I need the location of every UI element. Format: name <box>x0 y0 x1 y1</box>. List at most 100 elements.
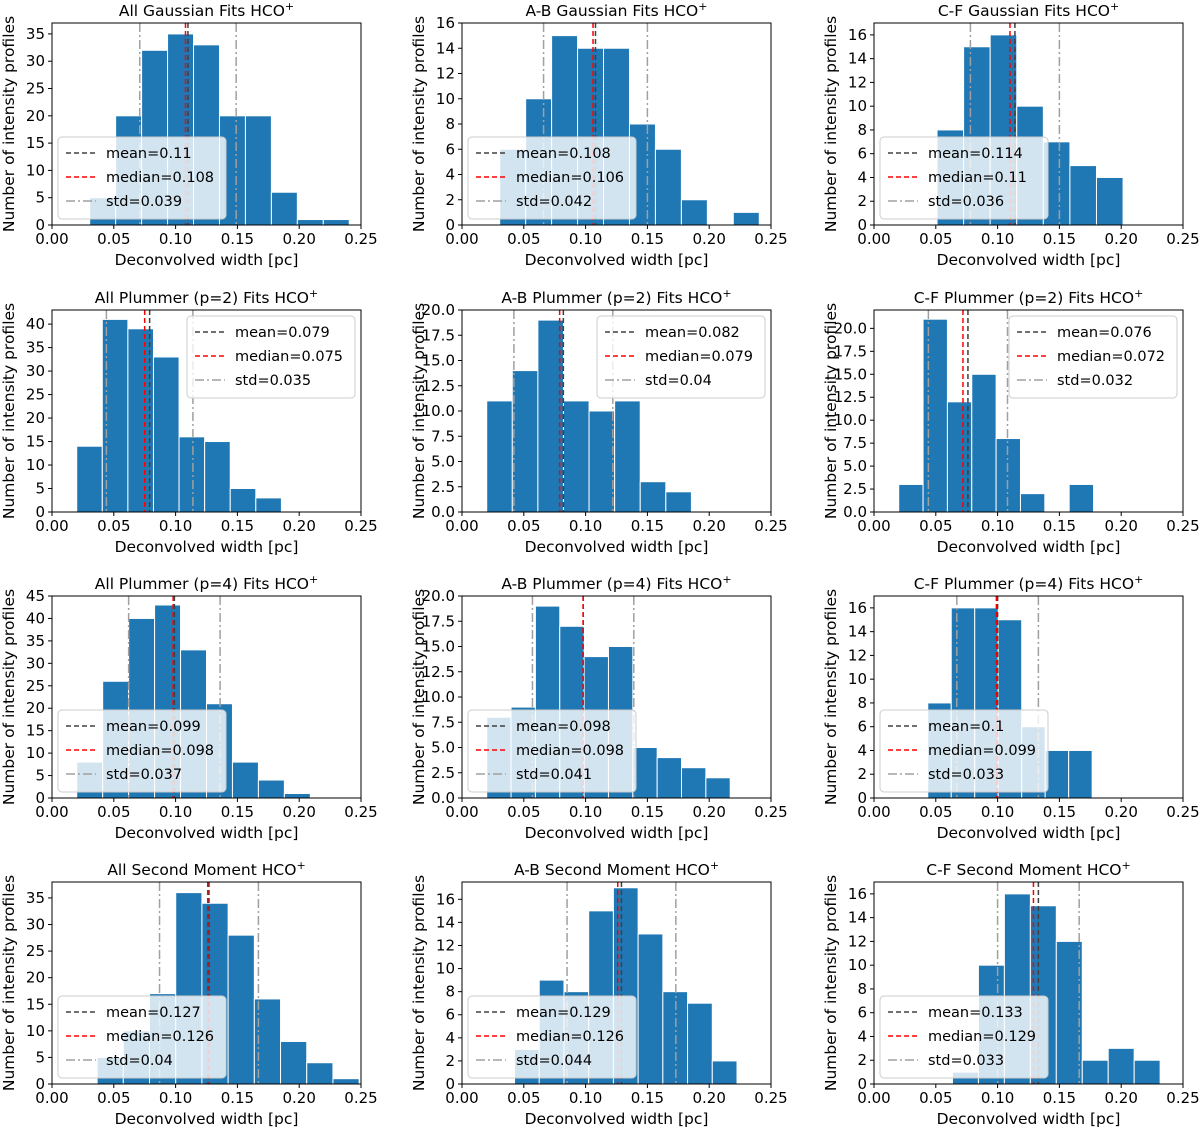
y-tick-label: 0 <box>857 1075 867 1093</box>
x-tick-label: 0.00 <box>445 517 478 535</box>
chart-panel: 0.00 0.05 0.10 0.15 0.20 0.25 0 5 10 15 20 25 30 35 40… <box>0 287 378 556</box>
y-tick-label: 0 <box>35 503 45 521</box>
histogram-bar <box>204 441 231 513</box>
x-tick-label: 0.10 <box>159 1089 192 1107</box>
legend-mean-label: mean=0.127 <box>106 1005 201 1021</box>
axes-frame <box>51 309 362 513</box>
legend-median-label: median=0.075 <box>235 349 343 365</box>
legend-std-label: std=0.044 <box>516 1053 592 1069</box>
y-tick-label: 14 <box>848 909 867 927</box>
y-tick-label: 5.0 <box>431 453 455 471</box>
legend: mean=0.082 median=0.079 std=0.04 <box>596 315 766 399</box>
legend-median-label: median=0.126 <box>516 1029 624 1045</box>
legend-std-label: std=0.039 <box>106 194 182 210</box>
y-tick-label: 5.0 <box>431 739 455 757</box>
legend-std-label: std=0.033 <box>928 1053 1004 1069</box>
histogram-bar <box>898 483 924 513</box>
x-tick-label: 0.15 <box>1043 517 1076 535</box>
y-tick-label: 15.0 <box>422 638 455 656</box>
y-tick-label: 35 <box>26 25 45 43</box>
histogram-bar <box>76 445 103 513</box>
legend-median-label: median=0.098 <box>106 743 214 759</box>
y-axis-label: Number of intensity profiles <box>822 303 840 519</box>
y-tick-label: 10.0 <box>834 411 867 429</box>
legend-std-label: std=0.036 <box>928 194 1004 210</box>
x-tick-label: 0.20 <box>282 803 315 821</box>
y-tick-label: 14 <box>436 39 455 57</box>
x-tick-label: 0.10 <box>159 517 192 535</box>
y-tick-label: 8 <box>857 980 867 998</box>
x-tick-label: 0.00 <box>445 230 478 248</box>
x-tick-label: 0.05 <box>507 517 540 535</box>
legend-mean-label: mean=0.129 <box>516 1005 611 1021</box>
histogram-bar <box>656 757 683 799</box>
x-tick-label: 0.25 <box>344 1089 377 1107</box>
y-tick-label: 20.0 <box>422 587 455 605</box>
y-tick-label: 12 <box>848 646 867 664</box>
y-tick-label: 4 <box>857 1027 867 1045</box>
x-tick-label: 0.05 <box>97 1089 130 1107</box>
chart-panel: 0.00 0.05 0.10 0.15 0.20 0.25 0 2 4 6 8 10 12 14 16 Dec… <box>410 0 788 269</box>
histogram-bar <box>971 373 997 513</box>
y-tick-label: 12 <box>436 936 455 954</box>
chart-title: All Gaussian Fits HCO+ <box>119 0 294 20</box>
legend-std-label: std=0.032 <box>1057 373 1133 389</box>
x-axis-label: Deconvolved width [pc] <box>525 824 709 842</box>
y-tick-label: 12.5 <box>422 377 455 395</box>
legend-mean-label: mean=0.082 <box>645 325 740 341</box>
y-axis-label: Number of intensity profiles <box>410 589 428 805</box>
chart-panel: 0.00 0.05 0.10 0.15 0.20 0.25 0 2 4 6 8 10 12 14 16 Dec… <box>822 573 1200 842</box>
legend-box <box>186 315 356 399</box>
x-tick-label: 0.00 <box>35 517 68 535</box>
chart-title: C-F Second Moment HCO+ <box>926 859 1130 879</box>
histogram-bar <box>1069 165 1097 226</box>
histogram-bar <box>322 219 350 226</box>
histogram-bar <box>511 370 539 513</box>
y-tick-label: 10 <box>848 670 867 688</box>
y-tick-label: 10 <box>26 161 45 179</box>
x-tick-label: 0.15 <box>221 803 254 821</box>
y-tick-label: 35 <box>26 339 45 357</box>
axes-frame <box>873 595 1184 799</box>
x-tick-label: 0.05 <box>919 1089 952 1107</box>
histogram-bar <box>639 481 667 513</box>
histogram-bar <box>654 148 682 226</box>
legend: mean=0.1 median=0.099 std=0.033 <box>879 709 1049 793</box>
y-tick-label: 0 <box>445 216 455 234</box>
histogram-bar <box>270 191 298 226</box>
x-axis-label: Deconvolved width [pc] <box>525 538 709 556</box>
y-tick-label: 16 <box>848 885 867 903</box>
x-tick-label: 0.10 <box>981 230 1014 248</box>
y-tick-label: 10 <box>848 97 867 115</box>
legend-box <box>596 315 766 399</box>
y-tick-label: 45 <box>26 587 45 605</box>
chart-title: All Plummer (p=2) Fits HCO+ <box>95 287 318 307</box>
y-tick-label: 10.0 <box>422 402 455 420</box>
legend-std-label: std=0.033 <box>928 767 1004 783</box>
y-tick-label: 2.5 <box>431 478 455 496</box>
x-tick-label: 0.20 <box>1104 517 1137 535</box>
x-tick-label: 0.10 <box>569 517 602 535</box>
x-tick-label: 0.15 <box>631 517 664 535</box>
histogram-bar <box>1081 1059 1109 1085</box>
y-tick-label: 20.0 <box>834 319 867 337</box>
legend-median-label: median=0.11 <box>928 170 1027 186</box>
legend-median-label: median=0.079 <box>645 349 753 365</box>
chart-title: C-F Plummer (p=2) Fits HCO+ <box>914 287 1144 307</box>
chart-panel: 0.00 0.05 0.10 0.15 0.20 0.25 0.0 2.5 5.0 7.5 10.0… <box>410 573 788 842</box>
x-tick-label: 0.20 <box>692 230 725 248</box>
x-axis-label: Deconvolved width [pc] <box>937 1110 1121 1128</box>
y-tick-label: 12 <box>848 73 867 91</box>
axes-frame <box>873 22 1184 226</box>
y-tick-label: 14 <box>436 913 455 931</box>
x-tick-label: 0.15 <box>631 803 664 821</box>
y-tick-label: 0 <box>35 789 45 807</box>
histogram-bar <box>1068 749 1093 799</box>
y-tick-label: 35 <box>26 632 45 650</box>
y-tick-label: 2.5 <box>843 480 867 498</box>
y-tick-label: 6 <box>857 1004 867 1022</box>
legend: mean=0.079 median=0.075 std=0.035 <box>186 315 356 399</box>
legend: mean=0.129 median=0.126 std=0.044 <box>467 995 637 1079</box>
y-tick-label: 0.0 <box>843 503 867 521</box>
y-tick-label: 35 <box>26 889 45 907</box>
